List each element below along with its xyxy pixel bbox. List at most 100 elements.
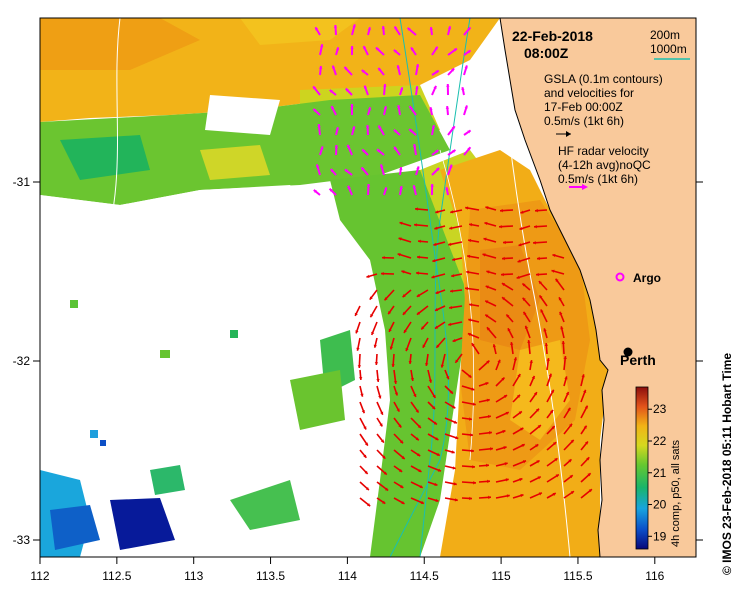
gsla-velocity-arrow bbox=[478, 398, 490, 403]
x-tick-label: 116 bbox=[645, 569, 664, 583]
hf-legend: HF radar velocity (4-12h avg)noQC 0.5m/s… bbox=[558, 144, 651, 190]
hf-radar-arrow bbox=[408, 105, 417, 116]
hf-radar-arrow bbox=[331, 65, 337, 76]
gsla-velocity-arrow bbox=[420, 321, 429, 330]
hf-radar-arrow bbox=[312, 85, 321, 96]
gsla-velocity-arrow bbox=[498, 224, 514, 229]
gsla-velocity-arrow bbox=[413, 223, 429, 227]
colorbar bbox=[635, 386, 649, 550]
hf-radar-arrow bbox=[463, 26, 472, 36]
gsla-velocity-arrow bbox=[440, 353, 446, 368]
gsla-velocity-arrow bbox=[580, 405, 589, 419]
gsla-velocity-arrow bbox=[451, 273, 463, 278]
hf-radar-arrow bbox=[463, 49, 472, 56]
gsla-velocity-arrow bbox=[469, 223, 480, 227]
hf-radar-arrow bbox=[445, 105, 450, 116]
gsla-velocity-arrow bbox=[410, 369, 415, 381]
hf-radar-arrow bbox=[399, 185, 403, 196]
gsla-velocity-arrow bbox=[563, 391, 570, 403]
gsla-velocity-arrow bbox=[402, 289, 412, 298]
map-date: 22-Feb-2018 bbox=[512, 28, 593, 44]
gsla-velocity-arrow bbox=[376, 401, 384, 416]
gsla-velocity-arrow bbox=[527, 339, 531, 355]
gsla-velocity-arrow bbox=[580, 374, 585, 387]
gsla-velocity-arrow bbox=[484, 221, 497, 227]
hf-radar-arrow bbox=[447, 26, 452, 36]
gsla-velocity-arrow bbox=[468, 318, 480, 323]
gsla-velocity-arrow bbox=[563, 423, 573, 435]
gsla-velocity-arrow bbox=[529, 391, 538, 403]
gsla-velocity-arrow bbox=[546, 357, 550, 371]
gsla-velocity-arrow bbox=[495, 446, 507, 451]
gsla-velocity-arrow bbox=[466, 270, 480, 275]
gsla-velocity-arrow bbox=[444, 433, 459, 440]
gsla-velocity-arrow bbox=[468, 238, 480, 243]
gsla-velocity-arrow bbox=[359, 497, 371, 507]
gsla-velocity-arrow bbox=[512, 427, 524, 435]
gsla-velocity-arrow bbox=[414, 207, 429, 211]
gsla-velocity-arrow bbox=[529, 408, 540, 419]
gsla-velocity-arrow bbox=[448, 321, 463, 327]
hf-radar-arrow bbox=[431, 124, 436, 136]
gsla-velocity-arrow bbox=[512, 493, 524, 499]
gsla-velocity-arrow bbox=[467, 332, 480, 339]
argo-label: Argo bbox=[633, 271, 661, 285]
hf-radar-arrow bbox=[360, 166, 369, 176]
gsla-velocity-arrow bbox=[500, 272, 514, 277]
gsla-velocity-arrow bbox=[561, 340, 566, 355]
hf-line-2: (4-12h avg)noQC bbox=[558, 158, 651, 172]
gsla-velocity-arrow bbox=[399, 221, 412, 227]
gsla-velocity-arrow bbox=[403, 321, 412, 334]
gsla-velocity-arrow bbox=[478, 360, 490, 371]
hf-radar-arrow bbox=[346, 144, 353, 156]
gsla-velocity-arrow bbox=[393, 401, 401, 413]
gsla-velocity-arrow bbox=[516, 273, 531, 279]
gsla-velocity-arrow bbox=[452, 257, 463, 262]
gsla-velocity-arrow bbox=[580, 389, 587, 403]
gsla-velocity-arrow bbox=[533, 224, 548, 229]
y-axis: -31 -32 -33 bbox=[13, 175, 703, 547]
gsla-velocity-arrow bbox=[401, 270, 412, 275]
gsla-velocity-arrow bbox=[448, 241, 463, 246]
gsla-velocity-arrow bbox=[495, 462, 508, 467]
gsla-velocity-arrow bbox=[461, 449, 475, 453]
hf-radar-arrow bbox=[365, 124, 370, 136]
velocity-arrows bbox=[312, 24, 593, 507]
gsla-velocity-arrow bbox=[376, 417, 383, 427]
hf-radar-arrow bbox=[380, 164, 385, 176]
gsla-velocity-arrow bbox=[546, 389, 555, 403]
gsla-velocity-arrow bbox=[422, 337, 429, 349]
hf-radar-arrow bbox=[313, 189, 321, 196]
gsla-velocity-arrow bbox=[358, 369, 363, 381]
x-tick-label: 115.5 bbox=[563, 569, 592, 583]
gsla-velocity-arrow bbox=[543, 328, 548, 339]
gsla-velocity-arrow bbox=[454, 353, 463, 364]
hf-radar-arrow bbox=[363, 85, 369, 96]
hf-radar-arrow bbox=[351, 126, 356, 136]
colorbar-tick-label: 19 bbox=[653, 529, 667, 543]
hf-radar-arrow bbox=[463, 129, 472, 136]
gsla-velocity-arrow bbox=[461, 481, 477, 485]
perth-city-icon bbox=[623, 347, 633, 357]
gsla-velocity-arrow bbox=[559, 311, 565, 323]
hf-radar-arrow bbox=[447, 125, 456, 136]
gsla-velocity-arrow bbox=[376, 433, 385, 444]
gsla-velocity-arrow bbox=[427, 497, 439, 503]
gsla-velocity-arrow bbox=[376, 385, 382, 399]
gsla-velocity-arrow bbox=[484, 300, 497, 307]
gsla-line-3: 17-Feb 00:00Z bbox=[544, 100, 623, 114]
gsla-velocity-arrow bbox=[495, 478, 509, 483]
gsla-line-2: and velocities for bbox=[544, 86, 634, 100]
hf-radar-arrow bbox=[377, 67, 385, 76]
hf-radar-arrow bbox=[431, 149, 439, 156]
x-tick-label: 113 bbox=[184, 569, 203, 583]
gsla-velocity-arrow bbox=[434, 225, 446, 230]
hf-radar-arrow bbox=[334, 144, 339, 156]
hf-radar-arrow bbox=[399, 87, 404, 96]
hf-radar-arrow bbox=[361, 148, 369, 156]
gsla-velocity-arrow bbox=[534, 208, 548, 213]
gsla-velocity-arrow bbox=[432, 257, 446, 263]
colorbar-tick-label: 22 bbox=[653, 434, 667, 448]
gsla-velocity-arrow bbox=[427, 417, 438, 426]
gsla-velocity-arrow bbox=[359, 401, 366, 414]
